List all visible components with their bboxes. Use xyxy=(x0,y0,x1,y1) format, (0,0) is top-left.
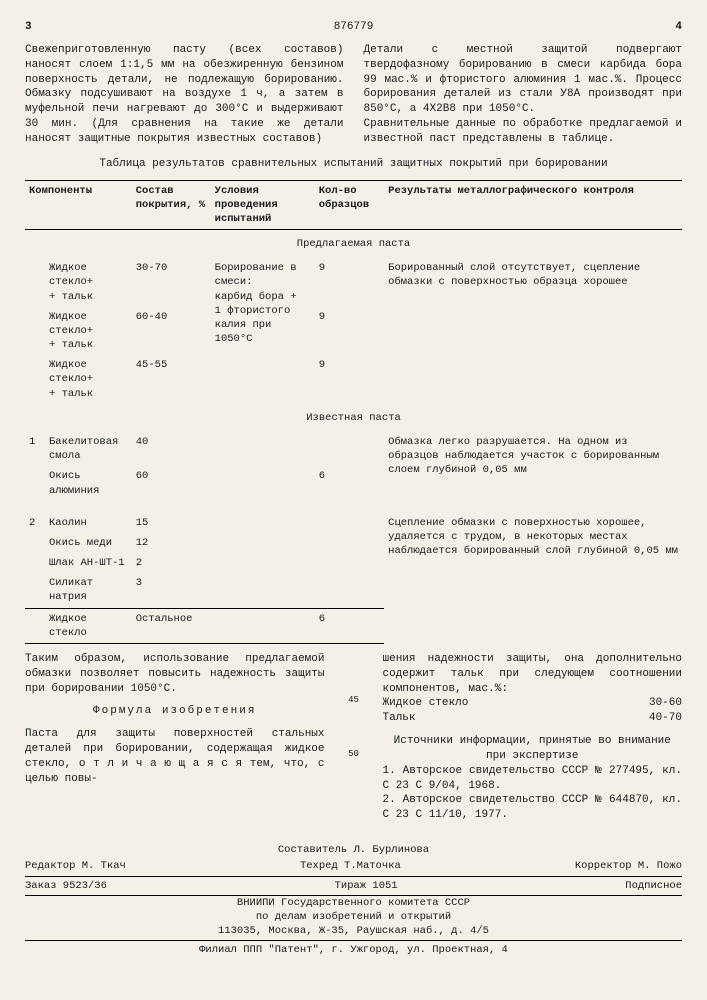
page-left: 3 xyxy=(25,20,32,35)
section-proposed: Предлагаемая паста xyxy=(25,230,682,259)
col-composition: Состав покрытия, % xyxy=(132,180,211,230)
footer-addr2: Филиал ППП "Патент", г. Ужгород, ул. Про… xyxy=(25,941,682,957)
after-right: шения надежности защиты, она дополнитель… xyxy=(383,652,683,823)
doc-number: 876779 xyxy=(32,20,676,35)
page-right: 4 xyxy=(675,20,682,35)
intro-columns: Свежеприготовленную пасту (всех составов… xyxy=(25,43,682,147)
source-2: 2. Авторское свидетельство СССР № 644870… xyxy=(383,793,683,823)
col-conditions: Условия проведения испытаний xyxy=(211,180,315,230)
after-right-text: шения надежности защиты, она дополнитель… xyxy=(383,652,683,697)
footer-order-row: Заказ 9523/36 Тираж 1051 Подписное xyxy=(25,877,682,896)
after-left: Таким образом, использование предлагаемо… xyxy=(25,652,325,823)
sources-title: Источники информации, принятые во вниман… xyxy=(383,734,683,764)
ratio-row: Тальк40-70 xyxy=(383,711,683,726)
footer-order: Заказ 9523/36 xyxy=(25,879,107,893)
table-row: Жидкое стекло+ + тальк 30-70 Борирование… xyxy=(25,258,682,307)
formula-title: Формула изобретения xyxy=(25,704,325,719)
table-header-row: Компоненты Состав покрытия, % Условия пр… xyxy=(25,180,682,230)
intro-left: Свежеприготовленную пасту (всех составов… xyxy=(25,43,344,147)
col-components: Компоненты xyxy=(25,180,132,230)
footer-sub: Подписное xyxy=(625,879,682,893)
footer-org2: по делам изобретений и открытий xyxy=(25,910,682,924)
footer-corrector: Корректор М. Пожо xyxy=(575,859,682,873)
footer: Составитель Л. Бурлинова Редактор М. Тка… xyxy=(25,843,682,957)
footer-tirazh: Тираж 1051 xyxy=(335,879,398,893)
line-markers: 45 50 xyxy=(345,652,363,823)
footer-org1: ВНИИПИ Государственного комитета СССР xyxy=(25,896,682,910)
source-1: 1. Авторское свидетельство СССР № 277495… xyxy=(383,764,683,794)
line-marker-45: 45 xyxy=(345,694,363,706)
footer-credits: Редактор М. Ткач Техред Т.Маточка Коррек… xyxy=(25,857,682,876)
col-results: Результаты металлографического контроля xyxy=(384,180,682,230)
after-table-columns: Таким образом, использование предлагаемо… xyxy=(25,652,682,823)
section-known: Известная паста xyxy=(25,404,682,432)
results-table: Компоненты Состав покрытия, % Условия пр… xyxy=(25,180,682,644)
table-row: 2 Каолин 15 Сцепление обмазки с поверхно… xyxy=(25,513,682,533)
footer-compiler: Составитель Л. Бурлинова xyxy=(25,843,682,857)
footer-editor: Редактор М. Ткач xyxy=(25,859,126,873)
footer-addr1: 113035, Москва, Ж-35, Раушская наб., д. … xyxy=(25,924,682,941)
table-title: Таблица результатов сравнительных испыта… xyxy=(25,157,682,172)
page-header: 3 876779 4 xyxy=(25,20,682,35)
intro-right: Детали с местной защитой подвергают твер… xyxy=(364,43,683,147)
ratio-row: Жидкое стекло30-60 xyxy=(383,696,683,711)
col-count: Кол-во образцов xyxy=(315,180,384,230)
table-row: 1 Бакелитовая смола 40 Обмазка легко раз… xyxy=(25,432,682,466)
line-marker-50: 50 xyxy=(345,748,363,760)
footer-tech: Техред Т.Маточка xyxy=(300,859,401,873)
formula-body: Паста для защиты поверхностей стальных д… xyxy=(25,727,325,786)
after-left-text: Таким образом, использование предлагаемо… xyxy=(25,652,325,697)
